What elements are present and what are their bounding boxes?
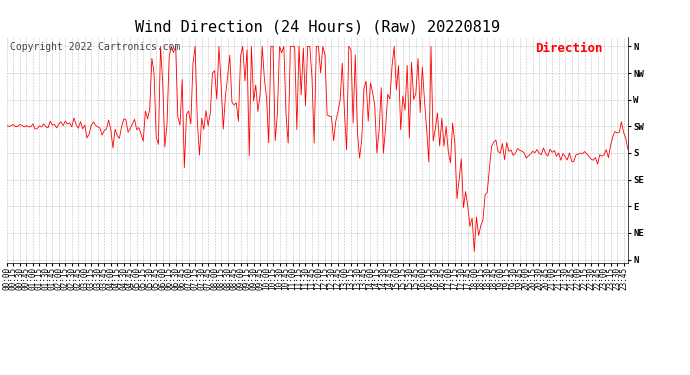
Text: Direction: Direction [535,42,602,55]
Text: Copyright 2022 Cartronics.com: Copyright 2022 Cartronics.com [10,42,180,52]
Title: Wind Direction (24 Hours) (Raw) 20220819: Wind Direction (24 Hours) (Raw) 20220819 [135,20,500,35]
